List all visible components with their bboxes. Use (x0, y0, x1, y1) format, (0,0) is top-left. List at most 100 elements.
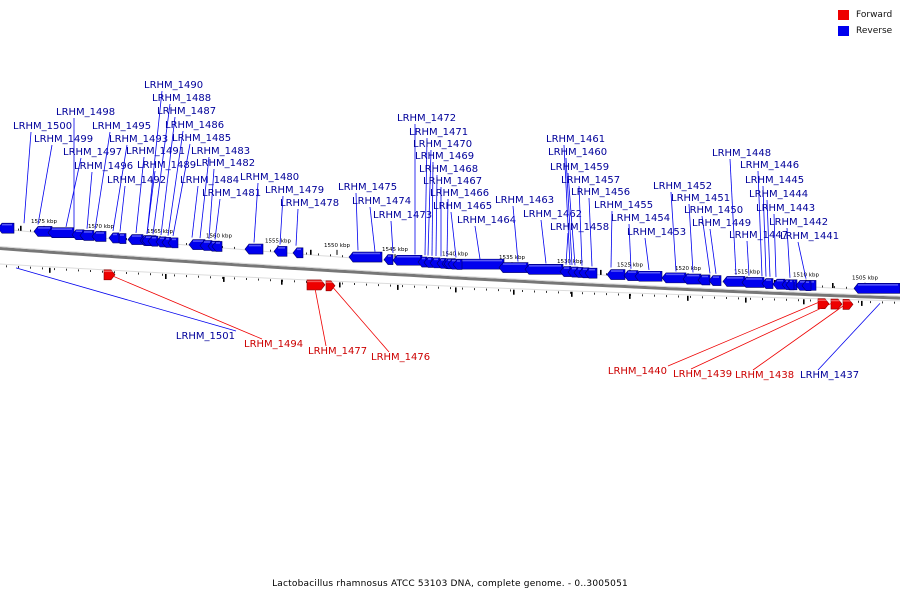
gene-label: LRHM_1476 (371, 352, 430, 363)
gene-leader-line (512, 205, 519, 262)
track-dot (318, 253, 319, 256)
gene-label: LRHM_1472 (397, 113, 456, 124)
gene-arrow (423, 257, 434, 268)
gene-lrhm-1452: LRHM_1452 (653, 181, 712, 286)
gene-arrow (830, 298, 843, 310)
track-dot (42, 267, 43, 270)
gene-arrow (108, 232, 120, 244)
gene-leader-line (746, 240, 750, 276)
gene-arrow (697, 274, 711, 286)
gene-lrhm-1478: LRHM_1478 (280, 198, 339, 259)
genome-backbone-highlight (0, 246, 900, 297)
gene-label: LRHM_1494 (244, 339, 303, 350)
gene-lrhm-1477: LRHM_1477 (306, 279, 367, 357)
gene-label: LRHM_1451 (671, 193, 730, 204)
gene-label: LRHM_1471 (409, 127, 468, 138)
track-dot (582, 292, 583, 295)
gene-arrow (161, 237, 172, 248)
gene-lrhm-1437: LRHM_1437 (800, 303, 881, 381)
genome-backbone (0, 247, 900, 300)
track-dot (186, 243, 187, 245)
ruler-tick-label: 1570 kbp (88, 224, 114, 230)
gene-arrow (292, 247, 304, 259)
track-dot (606, 293, 607, 296)
ruler-tick-label: 1545 kbp (382, 247, 408, 253)
track-dot (270, 279, 271, 282)
gene-arrow (33, 226, 53, 237)
gene-lrhm-1455: LRHM_1455 (594, 200, 663, 282)
track-dot (486, 288, 487, 291)
track-dot (642, 294, 643, 297)
track-tick (165, 274, 167, 279)
gene-leader-line (146, 170, 156, 234)
gene-lrhm-1472: LRHM_1472 (397, 113, 456, 268)
gene-leader-line (208, 168, 215, 239)
gene-label: LRHM_1475 (338, 182, 397, 193)
gene-arrow (306, 279, 326, 291)
track-dot (30, 266, 31, 269)
gene-lrhm-1444: LRHM_1444 (749, 189, 900, 294)
gene-label: LRHM_1460 (548, 147, 607, 158)
gene-leader-line (119, 185, 126, 232)
gene-lrhm-1488: LRHM_1488 (147, 93, 211, 247)
gene-leader-line (752, 302, 849, 371)
gene-arrow (606, 269, 626, 280)
gene-lrhm-1440: LRHM_1440 (608, 298, 830, 377)
gene-label: LRHM_1463 (495, 195, 554, 206)
gene-arrow (761, 278, 774, 289)
track-tick (803, 299, 805, 305)
track-tick (571, 291, 573, 297)
ruler-tick-label: 1555 kbp (265, 238, 291, 244)
track-dot (606, 273, 607, 276)
gene-lrhm-1458: LRHM_1458 (550, 222, 609, 279)
gene-label: LRHM_1498 (56, 107, 115, 118)
track-dot (294, 280, 295, 283)
gene-leader-line (424, 137, 428, 256)
track-dot (510, 289, 511, 292)
gene-label: LRHM_1455 (594, 200, 653, 211)
gene-leader-line (690, 301, 835, 370)
gene-label: LRHM_1474 (352, 196, 411, 207)
gene-leader-line (757, 170, 763, 277)
track-dot (774, 298, 775, 301)
gene-leader-line (610, 210, 613, 268)
track-dot (822, 285, 823, 288)
gene-label: LRHM_1500 (13, 121, 72, 132)
gene-lrhm-1498: LRHM_1498 (47, 107, 115, 238)
gene-leader-line (369, 206, 376, 252)
track-tick (600, 269, 602, 275)
gene-lrhm-1442: LRHM_1442 (769, 217, 828, 291)
gene-leader-line (670, 191, 677, 272)
track-tick (49, 267, 51, 273)
gene-leader-line (565, 232, 569, 265)
gene-label: LRHM_1490 (144, 80, 203, 91)
gene-leader-line (172, 143, 191, 237)
gene-leader-line (167, 130, 184, 236)
gene-arrow (273, 246, 288, 257)
track-dot (366, 283, 367, 286)
gene-lrhm-1483: LRHM_1483 (191, 146, 250, 251)
gene-lrhm-1492: LRHM_1492 (107, 175, 166, 244)
gene-leader-line (567, 172, 576, 266)
track-dot (402, 285, 403, 288)
gene-lrhm-1441: LRHM_1441 (780, 231, 839, 291)
gene-arrow (584, 267, 598, 279)
gene-leader-line (160, 116, 176, 236)
gene-leader-line (817, 303, 881, 371)
track-tick (861, 300, 863, 306)
gene-label: LRHM_1482 (196, 158, 255, 169)
legend-forward-swatch (838, 10, 849, 20)
gene-leader-line (427, 149, 432, 256)
track-dot (126, 272, 127, 274)
track-tick (513, 289, 515, 295)
gene-arrow (559, 266, 572, 277)
track-dot (126, 238, 127, 240)
track-dot (162, 273, 163, 276)
gene-lrhm-1496: LRHM_1496 (74, 161, 133, 241)
gene-arrow (127, 234, 144, 245)
gene-label: LRHM_1501 (176, 331, 235, 342)
track-dot (450, 287, 451, 290)
lower-track (0, 263, 900, 302)
track-tick (397, 284, 399, 290)
